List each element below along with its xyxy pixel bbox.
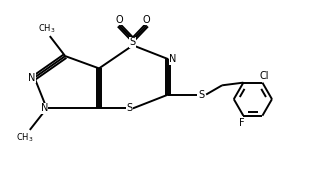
Text: O: O bbox=[115, 15, 123, 25]
Text: Cl: Cl bbox=[259, 71, 269, 81]
Text: O: O bbox=[143, 15, 151, 25]
Text: S: S bbox=[199, 89, 205, 100]
Text: CH$_3$: CH$_3$ bbox=[16, 131, 33, 144]
Text: S: S bbox=[130, 37, 136, 47]
Text: CH$_3$: CH$_3$ bbox=[38, 22, 55, 35]
Text: N: N bbox=[169, 54, 177, 64]
Text: F: F bbox=[239, 118, 245, 128]
Text: N: N bbox=[28, 73, 36, 83]
Text: S: S bbox=[127, 103, 133, 113]
Text: N: N bbox=[41, 103, 48, 113]
